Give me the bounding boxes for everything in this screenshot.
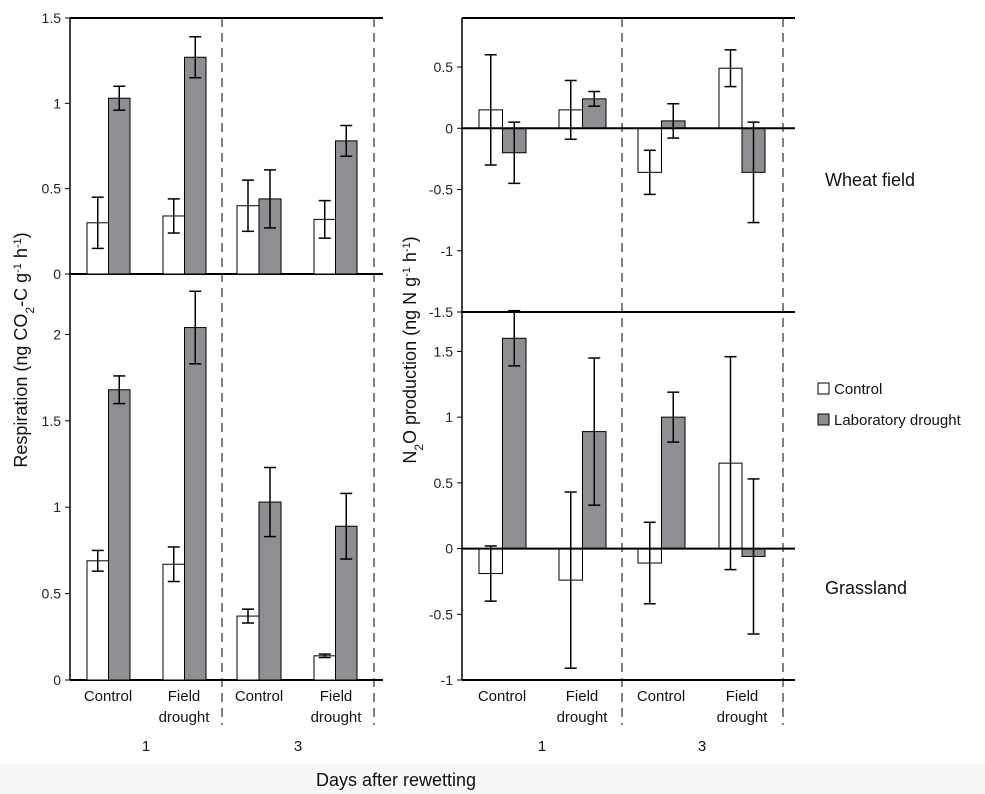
resp-grass-bar-control-0 [86, 560, 109, 681]
resp-grass-bar-control-3 [313, 655, 336, 681]
resp-grass-ytick-label-1: 0.5 [42, 586, 62, 602]
resp-category-field-3: Field [320, 688, 353, 705]
resp-wheat-ytick-label-3: 1.5 [42, 10, 62, 26]
legend-swatch-lab-drought [817, 413, 830, 426]
resp-grass-ytick-label-4: 2 [53, 326, 61, 342]
resp-category-drought-1: drought [159, 709, 211, 726]
resp-grass-panel: 0 0.5 1 1.5 2 [42, 290, 358, 688]
n2o-category-control-0: Control [478, 688, 526, 705]
n2o-grass-ytick-label-3: 0.5 [434, 475, 454, 491]
n2o-grass-ytick-label-5: 1.5 [434, 343, 454, 359]
resp-day-label-1: 3 [294, 738, 302, 755]
label-grassland: Grassland [825, 578, 907, 598]
n2o-wheat-ytick-label-3: 0 [445, 120, 453, 136]
resp-grass-ytick-label-2: 1 [53, 499, 61, 515]
resp-grass-ytick-label-3: 1.5 [42, 413, 62, 429]
resp-category-drought-3: drought [311, 709, 363, 726]
legend-label-control: Control [834, 381, 882, 398]
label-wheat-field: Wheat field [825, 170, 915, 190]
n2o-day-label-0: 1 [538, 738, 546, 755]
resp-wheat-bar-lab-drought-0 [108, 97, 131, 275]
category-labels: Control Field drought Control Field drought 1 3… [84, 688, 768, 755]
n2o-wheat-ytick-label-4: 0.5 [434, 59, 454, 75]
legend-swatch-control [817, 382, 830, 395]
n2o-category-field-1: Field [566, 688, 599, 705]
n2o-day-label-1: 3 [698, 738, 706, 755]
resp-grass-bar-lab-drought-1 [184, 327, 207, 681]
legend: Control Laboratory drought [817, 381, 962, 429]
resp-grass-bar-control-2 [236, 615, 260, 681]
n2o-grass-ytick-label-2: 0 [445, 541, 453, 557]
resp-wheat-ytick-label-1: 0.5 [42, 181, 62, 197]
resp-day-label-0: 1 [142, 738, 150, 755]
resp-wheat-bar-lab-drought-3 [335, 140, 358, 275]
resp-category-field-1: Field [168, 688, 201, 705]
resp-wheat-panel: 0 0.5 1 1.5 [42, 10, 358, 282]
resp-grass-bar-lab-drought-0 [108, 389, 131, 681]
resp-category-control-2: Control [235, 688, 283, 705]
n2o-grass-panel: -1 -0.5 0 0.5 1 1.5 [429, 309, 795, 688]
n2o-category-field-3: Field [726, 688, 759, 705]
n2o-wheat-panel: -1.5 -1 -0.5 0 0.5 [429, 49, 795, 320]
n2o-chart: -1.5 -1 -0.5 0 0.5 -1 -0.5 0 0.5 1 1.5 [429, 17, 795, 725]
n2o-category-control-2: Control [637, 688, 685, 705]
resp-wheat-ytick-label-2: 1 [53, 95, 61, 111]
n2o-y-axis-label: N2O production (ng N g-1 h-1) [400, 236, 426, 463]
n2o-grass-ytick-label-1: -0.5 [429, 606, 453, 622]
n2o-category-drought-3: drought [717, 709, 769, 726]
resp-y-axis-label: Respiration (ng CO2-C g-1 h-1) [11, 232, 37, 467]
n2o-grass-ytick-label-4: 1 [445, 409, 453, 425]
resp-wheat-ytick-label-0: 0 [53, 266, 61, 282]
n2o-wheat-ytick-label-1: -1 [441, 243, 454, 259]
n2o-category-drought-1: drought [557, 709, 609, 726]
n2o-wheat-ytick-label-0: -1.5 [429, 304, 453, 320]
n2o-grass-ytick-label-0: -1 [441, 672, 454, 688]
resp-grass-ytick-label-0: 0 [53, 672, 61, 688]
n2o-wheat-ytick-label-2: -0.5 [429, 182, 453, 198]
legend-label-lab-drought: Laboratory drought [834, 412, 962, 429]
resp-wheat-bar-lab-drought-1 [184, 56, 207, 275]
resp-category-control-0: Control [84, 688, 132, 705]
respiration-chart: 0 0.5 1 1.5 0 0.5 1 1.5 2 [42, 10, 383, 725]
x-axis-label: Days after rewetting [316, 770, 476, 790]
n2o-grass-bar-lab-drought-0 [502, 337, 527, 550]
footer-band [0, 764, 985, 794]
